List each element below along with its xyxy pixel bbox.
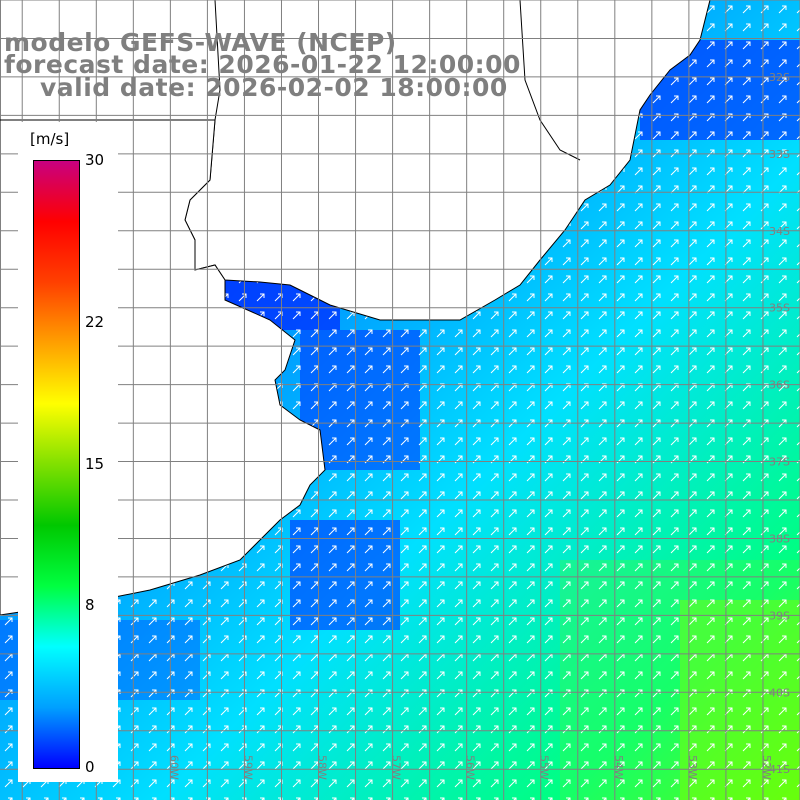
longitude-label: 60W [167, 755, 180, 780]
colorbar-tick-label: 15 [85, 454, 105, 473]
colorbar-tick-label: 30 [85, 151, 105, 169]
latitude-labels: 32S 33S 34S 35S 36S 37S 38S 39S 40S 41S [769, 71, 790, 776]
longitude-label: 53W [686, 755, 699, 780]
colorbar-tick-label: 22 [85, 312, 105, 331]
longitude-label: 58W [316, 755, 329, 780]
latitude-label: 36S [769, 379, 790, 392]
longitude-label: 54W [612, 755, 625, 780]
latitude-label: 32S [769, 71, 790, 84]
longitude-label: 52W [760, 755, 773, 780]
latitude-label: 39S [769, 609, 790, 622]
colorbar-tick-label: 0 [85, 758, 95, 776]
colorbar-tick-label: 8 [85, 596, 95, 615]
latitude-label: 40S [769, 686, 790, 699]
latitude-label: 34S [769, 225, 790, 238]
latitude-label: 35S [769, 302, 790, 315]
model-title: modelo GEFS-WAVE (NCEP) [4, 28, 397, 57]
border-line [519, 0, 581, 161]
valid-date: valid date: 2026-02-02 18:00:00 [40, 73, 508, 102]
longitude-label: 55W [538, 755, 551, 780]
latitude-label: 37S [769, 456, 790, 469]
longitude-label: 56W [464, 755, 477, 780]
latitude-label: 38S [769, 532, 790, 545]
longitude-label: 59W [241, 755, 254, 780]
latitude-label: 33S [769, 148, 790, 161]
forecast-date: forecast date: 2026-01-22 12:00:00 [4, 50, 521, 79]
longitude-label: 57W [390, 755, 403, 780]
colorbar [33, 160, 80, 769]
latitude-label: 41S [769, 763, 790, 776]
colorbar-unit: [m/s] [30, 130, 70, 148]
border-line [214, 0, 221, 121]
